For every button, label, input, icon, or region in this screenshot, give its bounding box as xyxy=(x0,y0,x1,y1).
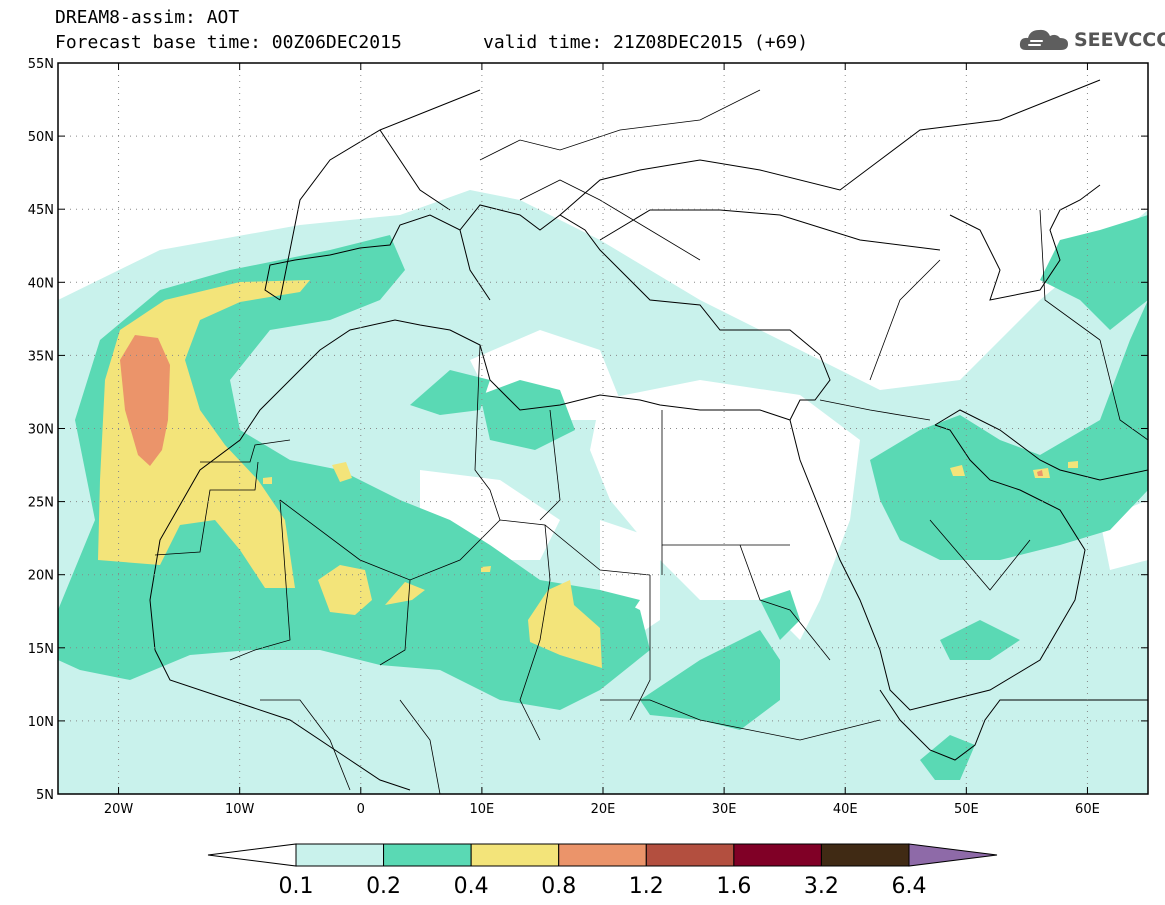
lon-tick-label: 60E xyxy=(1075,802,1100,817)
colorbar-label: 1.2 xyxy=(629,874,664,899)
colorbar-swatch xyxy=(295,843,385,867)
lon-tick-label: 10W xyxy=(225,802,255,817)
country-borders xyxy=(154,89,1148,794)
colorbar-label: 0.1 xyxy=(279,874,314,899)
colorbar-swatch xyxy=(558,843,647,867)
lon-tick-label: 0 xyxy=(357,802,365,817)
colorbar-label: 6.4 xyxy=(892,874,927,899)
colorbar-label: 0.2 xyxy=(366,874,401,899)
lon-tick-label: 20E xyxy=(591,802,616,817)
lon-tick-label: 50E xyxy=(954,802,979,817)
seevccc-logo: SEEVCCC xyxy=(1018,26,1165,54)
lat-tick-label: 30N xyxy=(28,423,54,438)
logo-text: SEEVCCC xyxy=(1074,29,1165,51)
colorbar-swatch xyxy=(383,843,472,867)
colorbar-label: 0.8 xyxy=(541,874,576,899)
colorbar-label: 1.6 xyxy=(716,874,751,899)
aot-fields xyxy=(58,190,1148,794)
lon-tick-label: 10E xyxy=(470,802,495,817)
aot-clear-areas xyxy=(420,330,1148,640)
lat-tick-label: 5N xyxy=(36,788,54,803)
lat-tick-label: 40N xyxy=(28,276,54,291)
colorbar-swatch xyxy=(470,843,560,867)
lon-tick-label: 40E xyxy=(833,802,858,817)
cloud-logo-icon xyxy=(1019,29,1068,50)
map-axes: 5N 10N 15N 20N 25N 30N 35N 40N 45N 50N 55N 20W 10W 0 1… xyxy=(28,57,1148,817)
lat-tick-label: 20N xyxy=(28,569,54,584)
colorbar-label: 3.2 xyxy=(804,874,839,899)
lat-tick-label: 55N xyxy=(28,57,54,72)
colorbar-upper-arrow xyxy=(908,843,998,867)
colorbar-swatch xyxy=(645,843,735,867)
colorbar-label: 0.4 xyxy=(454,874,489,899)
valid-time: valid time: 21Z08DEC2015 (+69) xyxy=(483,32,809,53)
colorbar: 0.1 0.2 0.4 0.8 1.2 1.6 3.2 6.4 xyxy=(207,843,998,899)
lat-tick-label: 25N xyxy=(28,496,54,511)
lat-tick-label: 15N xyxy=(28,642,54,657)
aot-level-0-8 xyxy=(120,335,1043,476)
lon-tick-label: 20W xyxy=(104,802,134,817)
colorbar-swatch xyxy=(820,843,910,867)
coastlines xyxy=(149,79,1148,791)
lat-tick-label: 50N xyxy=(28,130,54,145)
product-title: DREAM8-assim: AOT xyxy=(55,7,240,28)
lon-tick-label: 30E xyxy=(712,802,737,817)
lat-tick-label: 35N xyxy=(28,349,54,364)
lat-tick-label: 45N xyxy=(28,203,54,218)
lat-tick-label: 10N xyxy=(28,715,54,730)
colorbar-lower-arrow xyxy=(207,843,297,867)
forecast-base-time: Forecast base time: 00Z06DEC2015 xyxy=(55,32,402,53)
colorbar-swatch xyxy=(733,843,822,867)
